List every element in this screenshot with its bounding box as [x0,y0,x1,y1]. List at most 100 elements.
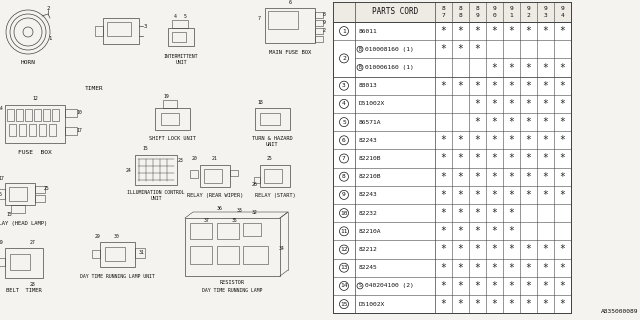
Text: *: * [458,263,463,273]
Text: *: * [559,62,565,73]
Text: *: * [525,281,531,291]
Bar [135,155,177,185]
Text: *: * [458,226,463,236]
Text: *: * [509,135,515,145]
Text: 13: 13 [340,265,348,270]
Text: 010006160 (1): 010006160 (1) [365,65,413,70]
Text: 25: 25 [267,156,273,162]
Bar [9,187,27,201]
Text: *: * [458,26,463,36]
Bar [5,183,35,205]
Bar [172,20,188,28]
Text: *: * [492,299,497,309]
Text: 4: 4 [342,101,346,106]
Bar [135,248,145,258]
Bar [268,11,298,29]
Text: *: * [458,244,463,254]
Text: 86571A: 86571A [359,120,381,124]
Text: A835000089: A835000089 [600,309,638,314]
Text: *: * [458,190,463,200]
Text: *: * [509,263,515,273]
Text: 86011: 86011 [359,28,378,34]
Text: *: * [559,281,565,291]
Bar [190,170,198,178]
Text: 23: 23 [178,157,184,163]
Bar [10,254,30,270]
Text: 20: 20 [192,156,198,162]
Text: 82212: 82212 [359,247,378,252]
Text: *: * [492,26,497,36]
Text: 9: 9 [543,6,547,11]
Text: *: * [475,81,481,91]
Bar [315,20,323,26]
Bar [0,258,5,266]
Bar [315,28,323,34]
Bar [217,223,239,239]
Text: TIMER: TIMER [84,85,104,91]
Bar [16,109,23,121]
Text: *: * [525,154,531,164]
Bar [29,124,36,136]
Text: 82210B: 82210B [359,174,381,179]
Text: *: * [458,208,463,218]
Text: *: * [458,299,463,309]
Text: 5: 5 [342,120,346,124]
Text: *: * [525,99,531,109]
Text: 4: 4 [561,13,564,18]
Text: RELAY (HEAD LAMP): RELAY (HEAD LAMP) [0,220,47,226]
Bar [34,109,41,121]
Text: *: * [543,99,548,109]
Text: 14: 14 [340,284,348,288]
Text: *: * [440,172,447,182]
Text: SHIFT LOCK UNIT: SHIFT LOCK UNIT [148,135,195,140]
Bar [333,2,571,313]
Bar [168,28,194,46]
Bar [161,113,179,125]
Text: *: * [525,299,531,309]
Text: 34: 34 [279,245,285,251]
Bar [155,108,190,130]
Text: 9: 9 [493,6,497,11]
Text: DAY TIME RUNNING LAMP: DAY TIME RUNNING LAMP [202,287,262,292]
Text: 82245: 82245 [359,265,378,270]
Bar [92,250,100,258]
Text: *: * [475,99,481,109]
Bar [35,186,45,193]
Text: UNIT: UNIT [150,196,162,202]
Text: *: * [440,26,447,36]
Bar [5,105,65,143]
Text: 88013: 88013 [359,83,378,88]
Text: *: * [509,117,515,127]
Text: 25: 25 [44,187,50,191]
Text: B: B [358,65,362,70]
Text: RELAY (REAR WIPER): RELAY (REAR WIPER) [187,193,243,197]
Text: *: * [492,190,497,200]
Text: *: * [475,26,481,36]
Text: 29: 29 [95,234,101,238]
Text: 18: 18 [257,100,263,105]
Text: *: * [509,281,515,291]
Text: 10: 10 [76,110,82,116]
Text: 12: 12 [340,247,348,252]
Text: 4: 4 [174,13,177,19]
Text: 6: 6 [289,0,291,4]
Bar [254,177,260,183]
Text: DAY TIME RUNNING LAMP UNIT: DAY TIME RUNNING LAMP UNIT [79,274,154,278]
Bar [65,127,77,135]
Text: 16: 16 [0,191,2,196]
Text: *: * [525,244,531,254]
Bar [100,242,135,267]
Text: 21: 21 [212,156,218,162]
Text: *: * [492,135,497,145]
Text: *: * [509,172,515,182]
Text: 14: 14 [0,106,3,110]
Text: 19: 19 [163,94,169,100]
Text: *: * [509,62,515,73]
Text: *: * [440,281,447,291]
Text: *: * [509,244,515,254]
Text: *: * [475,226,481,236]
Text: UNIT: UNIT [175,60,187,65]
Text: *: * [475,244,481,254]
Text: 12: 12 [32,97,38,101]
Text: *: * [509,208,515,218]
